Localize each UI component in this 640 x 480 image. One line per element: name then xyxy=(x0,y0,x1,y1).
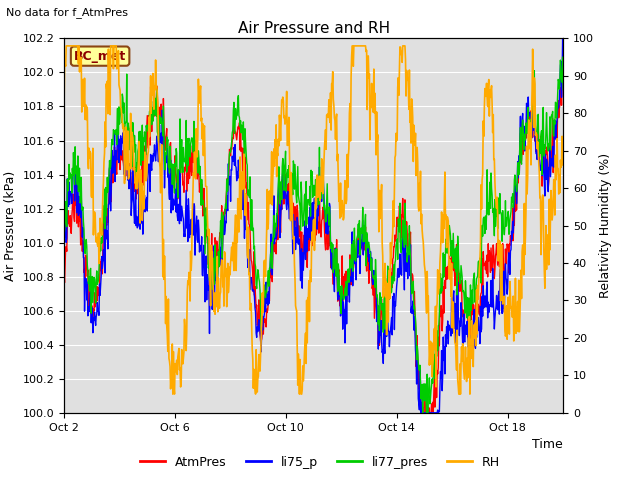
AtmPres xyxy=(273,229,281,235)
li77_pres xyxy=(60,231,68,237)
Legend: AtmPres, li75_p, li77_pres, RH: AtmPres, li75_p, li77_pres, RH xyxy=(135,451,505,474)
li75_p xyxy=(436,369,444,374)
Line: li75_p: li75_p xyxy=(64,38,563,413)
RH xyxy=(559,162,567,168)
li77_pres xyxy=(415,367,423,373)
li75_p xyxy=(492,308,499,314)
AtmPres xyxy=(492,253,499,259)
li75_p xyxy=(559,36,566,41)
Y-axis label: Air Pressure (kPa): Air Pressure (kPa) xyxy=(4,170,17,281)
Line: AtmPres: AtmPres xyxy=(64,63,563,413)
Y-axis label: Relativity Humidity (%): Relativity Humidity (%) xyxy=(600,153,612,298)
li77_pres xyxy=(190,119,198,124)
RH xyxy=(275,136,282,142)
AtmPres xyxy=(419,410,426,416)
AtmPres xyxy=(559,78,567,84)
li75_p xyxy=(60,257,68,263)
AtmPres xyxy=(60,270,68,276)
AtmPres xyxy=(115,136,122,142)
AtmPres xyxy=(559,60,566,66)
li75_p xyxy=(273,228,281,234)
AtmPres xyxy=(415,370,423,375)
li77_pres xyxy=(115,132,122,137)
Line: li77_pres: li77_pres xyxy=(64,57,563,413)
RH xyxy=(115,82,123,88)
li77_pres xyxy=(559,54,566,60)
AtmPres xyxy=(190,140,198,145)
li77_pres xyxy=(559,87,567,93)
li77_pres xyxy=(436,271,444,276)
Line: RH: RH xyxy=(64,46,563,394)
AtmPres xyxy=(436,314,444,320)
li75_p xyxy=(417,410,425,416)
li75_p xyxy=(190,201,198,206)
li75_p xyxy=(415,407,423,413)
li75_p xyxy=(559,64,567,70)
X-axis label: Time: Time xyxy=(532,438,563,451)
Title: Air Pressure and RH: Air Pressure and RH xyxy=(237,21,390,36)
li75_p xyxy=(115,140,122,146)
li77_pres xyxy=(419,410,426,416)
RH xyxy=(437,233,445,239)
li77_pres xyxy=(492,223,499,229)
RH xyxy=(492,199,500,205)
RH xyxy=(169,391,177,397)
RH xyxy=(191,170,199,176)
RH xyxy=(62,43,70,49)
RH xyxy=(417,168,424,174)
li77_pres xyxy=(273,211,281,217)
RH xyxy=(60,108,68,113)
Text: No data for f_AtmPres: No data for f_AtmPres xyxy=(6,7,129,18)
Text: BC_met: BC_met xyxy=(74,49,126,62)
